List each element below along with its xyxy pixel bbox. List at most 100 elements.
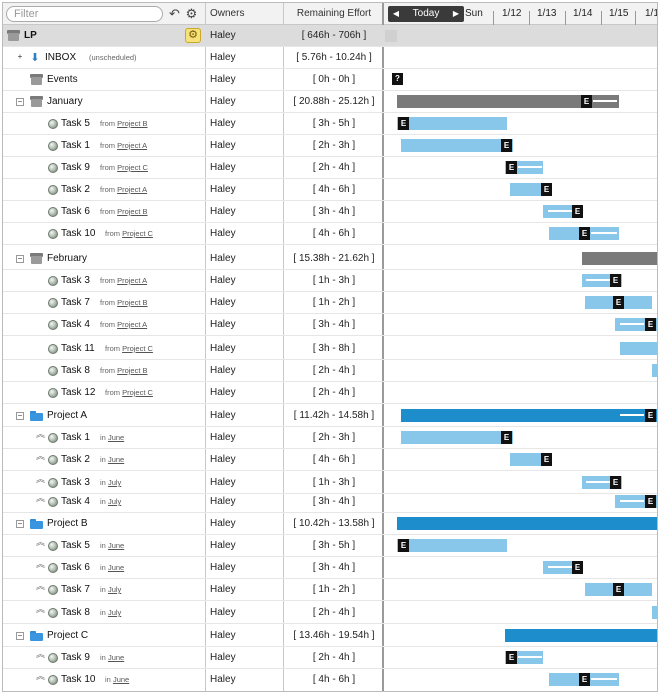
table-row[interactable]: LP ⚙ Haley [ 646h - 706h ]	[3, 25, 657, 47]
month-link[interactable]: June	[107, 433, 125, 442]
estimate-marker[interactable]: E	[541, 453, 552, 466]
estimate-marker[interactable]: E	[501, 431, 512, 444]
table-row[interactable]: Task 6 from Project B Haley [ 3h - 4h ] …	[3, 201, 657, 223]
table-row[interactable]: ︽ Task 3 in July Haley [ 1h - 3h ] E	[3, 472, 657, 494]
collapse-toggle[interactable]: −	[16, 254, 24, 263]
month-link[interactable]: June	[107, 563, 125, 572]
gantt-bar[interactable]	[652, 606, 657, 619]
table-row[interactable]: − Project B Haley [ 10.42h - 13.58h ]	[3, 513, 657, 535]
reorder-chevron-icon[interactable]: ︽	[36, 493, 46, 503]
table-row[interactable]: − Project A Haley [ 11.42h - 14.58h ] E	[3, 405, 657, 427]
status-ball-icon[interactable]	[48, 653, 58, 663]
status-ball-icon[interactable]	[48, 344, 58, 354]
table-row[interactable]: − February Haley [ 15.38h - 21.62h ]	[3, 248, 657, 270]
project-link[interactable]: Project B	[117, 366, 148, 375]
project-link[interactable]: Project B	[117, 119, 148, 128]
status-ball-icon[interactable]	[48, 608, 58, 618]
estimate-marker[interactable]: E	[398, 539, 409, 552]
month-link[interactable]: July	[107, 585, 122, 594]
unknown-marker[interactable]: ?	[392, 73, 403, 85]
estimate-marker[interactable]: E	[506, 161, 517, 174]
table-row[interactable]: Task 7 from Project B Haley [ 1h - 2h ] …	[3, 292, 657, 314]
reorder-chevron-icon[interactable]: ︽	[36, 451, 46, 461]
table-row[interactable]: Task 2 from Project A Haley [ 4h - 6h ] …	[3, 179, 657, 201]
estimate-marker[interactable]: E	[645, 495, 656, 508]
status-ball-icon[interactable]	[48, 185, 58, 195]
month-link[interactable]: July	[107, 478, 122, 487]
collapse-toggle[interactable]: −	[16, 97, 24, 106]
collapse-toggle[interactable]: −	[16, 411, 24, 420]
collapse-toggle[interactable]: −	[16, 519, 24, 528]
estimate-marker[interactable]: E	[398, 117, 409, 130]
status-ball-icon[interactable]	[48, 119, 58, 129]
estimate-marker[interactable]: E	[645, 318, 656, 331]
project-link[interactable]: Project A	[117, 276, 148, 285]
gantt-bar[interactable]	[397, 95, 619, 108]
column-divider[interactable]	[205, 3, 206, 691]
undo-icon[interactable]: ↶	[169, 6, 180, 21]
table-row[interactable]: ︽ Task 4 in July Haley [ 3h - 4h ] E	[3, 491, 657, 513]
gantt-bar[interactable]	[397, 539, 507, 552]
status-ball-icon[interactable]	[48, 276, 58, 286]
reorder-chevron-icon[interactable]: ︽	[36, 671, 46, 681]
gantt-bar[interactable]	[582, 252, 657, 265]
status-ball-icon[interactable]	[48, 675, 58, 685]
gantt-bar[interactable]	[505, 629, 657, 642]
table-row[interactable]: Task 11 from Project C Haley [ 3h - 8h ]	[3, 338, 657, 360]
status-ball-icon[interactable]	[48, 207, 58, 217]
table-row[interactable]: Task 1 from Project A Haley [ 2h - 3h ] …	[3, 135, 657, 157]
estimate-marker[interactable]: E	[613, 296, 624, 309]
status-ball-icon[interactable]	[48, 298, 58, 308]
estimate-marker[interactable]: E	[501, 139, 512, 152]
month-link[interactable]: July	[107, 497, 122, 506]
reorder-chevron-icon[interactable]: ︽	[36, 649, 46, 659]
next-arrow-icon[interactable]: ▶	[452, 9, 460, 18]
project-link[interactable]: Project C	[122, 388, 153, 397]
estimate-marker[interactable]: E	[541, 183, 552, 196]
project-link[interactable]: Project C	[122, 229, 153, 238]
project-link[interactable]: Project B	[117, 298, 148, 307]
prev-arrow-icon[interactable]: ◀	[392, 9, 400, 18]
project-link[interactable]: Project A	[117, 185, 148, 194]
estimate-marker[interactable]: E	[579, 227, 590, 240]
gantt-bar[interactable]	[397, 517, 657, 530]
status-ball-icon[interactable]	[48, 541, 58, 551]
month-link[interactable]: June	[107, 455, 125, 464]
gantt-bar[interactable]	[620, 342, 657, 355]
status-ball-icon[interactable]	[48, 163, 58, 173]
status-ball-icon[interactable]	[48, 478, 58, 488]
month-link[interactable]: June	[112, 675, 130, 684]
expand-dot-icon[interactable]: +	[17, 52, 23, 61]
table-row[interactable]: − Project C Haley [ 13.46h - 19.54h ]	[3, 625, 657, 647]
estimate-marker[interactable]: E	[506, 651, 517, 664]
reorder-chevron-icon[interactable]: ︽	[36, 581, 46, 591]
status-ball-icon[interactable]	[48, 141, 58, 151]
column-divider[interactable]	[283, 3, 284, 691]
estimate-marker[interactable]: E	[610, 274, 621, 287]
table-row[interactable]: + ⬇ INBOX (unscheduled) Haley [ 5.76h - …	[3, 47, 657, 69]
table-row[interactable]: Task 12 from Project C Haley [ 2h - 4h ]	[3, 382, 657, 404]
status-ball-icon[interactable]	[48, 229, 58, 239]
project-link[interactable]: Project C	[122, 344, 153, 353]
gantt-bar[interactable]	[397, 117, 507, 130]
settings-badge-icon[interactable]: ⚙	[185, 28, 201, 43]
status-ball-icon[interactable]	[48, 455, 58, 465]
effort-column-header[interactable]: Remaining Effort	[296, 8, 372, 19]
table-row[interactable]: ︽ Task 6 in June Haley [ 3h - 4h ] E	[3, 557, 657, 579]
gantt-bar[interactable]	[401, 431, 513, 444]
reorder-chevron-icon[interactable]: ︽	[36, 559, 46, 569]
status-ball-icon[interactable]	[48, 585, 58, 595]
status-ball-icon[interactable]	[48, 320, 58, 330]
estimate-marker[interactable]: E	[610, 476, 621, 489]
reorder-chevron-icon[interactable]: ︽	[36, 429, 46, 439]
gantt-bar[interactable]	[652, 364, 657, 377]
status-ball-icon[interactable]	[48, 563, 58, 573]
table-row[interactable]: Task 3 from Project A Haley [ 1h - 3h ] …	[3, 270, 657, 292]
estimate-marker[interactable]: E	[572, 205, 583, 218]
status-ball-icon[interactable]	[48, 497, 58, 507]
project-link[interactable]: Project C	[117, 163, 148, 172]
collapse-toggle[interactable]: −	[16, 631, 24, 640]
table-row[interactable]: ︽ Task 7 in July Haley [ 1h - 2h ] E	[3, 579, 657, 601]
estimate-marker[interactable]: E	[613, 583, 624, 596]
status-ball-icon[interactable]	[48, 433, 58, 443]
